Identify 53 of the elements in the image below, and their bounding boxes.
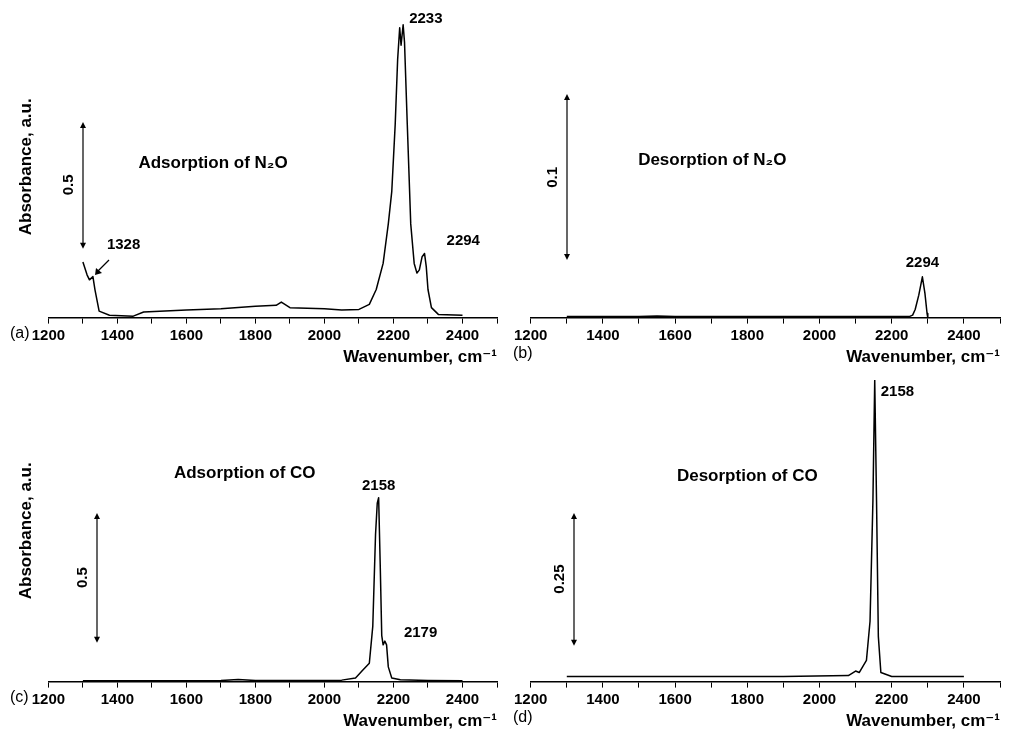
x-tick-label: 1800	[730, 325, 764, 343]
x-tick-label: 1200	[31, 689, 66, 707]
annotation: 2179	[403, 623, 438, 641]
text: 0.1	[542, 166, 560, 188]
annotation: 0.25	[550, 564, 568, 594]
annotation: 1328	[106, 234, 141, 252]
text: (a)	[10, 324, 30, 342]
x-tick-label: 2200	[875, 325, 909, 343]
annotation: 2233	[409, 8, 443, 26]
annotation: 2158	[361, 475, 396, 493]
x-tick-label: 1400	[100, 325, 135, 343]
chart-title: Adsorption of CO	[173, 463, 316, 483]
x-tick-label: 1600	[169, 325, 204, 343]
text: (c)	[10, 688, 29, 706]
annotation: 0.5	[72, 567, 90, 588]
x-tick-label: 1200	[514, 325, 548, 343]
x-tick-label: 1600	[658, 689, 692, 707]
text: (d)	[513, 708, 533, 726]
x-axis-title: Wavenumber, cm⁻¹	[846, 711, 1001, 731]
x-tick-label: 1400	[586, 325, 620, 343]
x-tick-label: 1600	[658, 325, 692, 343]
text: (b)	[513, 344, 533, 362]
x-tick-label: 1800	[730, 689, 764, 707]
x-axis-title: Wavenumber, cm⁻¹	[343, 711, 498, 731]
x-tick-label: 1400	[586, 689, 620, 707]
x-tick-label: 2200	[875, 689, 909, 707]
x-tick-label: 2200	[376, 325, 411, 343]
annotation: 2158	[880, 382, 915, 399]
x-tick-label: 2400	[947, 689, 981, 707]
x-axis-title: Wavenumber, cm⁻¹	[343, 347, 498, 367]
text: Desorption of CO	[676, 466, 818, 486]
x-tick-label: 2400	[947, 325, 981, 343]
x-tick-label: 2000	[802, 325, 837, 343]
annotation: 0.5	[59, 174, 77, 196]
x-tick-label: 2000	[307, 689, 342, 707]
chart-title: Desorption of N₂O	[638, 150, 787, 170]
x-tick-label: 2200	[376, 689, 411, 707]
x-tick-label: 2400	[445, 325, 480, 343]
x-tick-label: 1600	[169, 689, 204, 707]
x-tick-label: 1800	[238, 689, 273, 707]
annotation: 2294	[446, 231, 481, 249]
x-tick-label: 1200	[514, 689, 548, 707]
x-tick-label: 2000	[307, 325, 342, 343]
x-tick-label: 1200	[31, 325, 66, 343]
x-axis-title: Wavenumber, cm⁻¹	[846, 347, 1001, 367]
x-tick-label: 1400	[100, 689, 135, 707]
y-axis-title: Absorbance, a.u.	[15, 98, 35, 236]
y-axis-title: Absorbance, a.u.	[15, 462, 35, 600]
text: Adsorption of N₂O	[138, 153, 288, 173]
annotation: 2294	[905, 252, 940, 270]
x-tick-label: 1800	[238, 325, 273, 343]
x-tick-label: 2400	[445, 689, 480, 707]
x-tick-label: 2000	[802, 689, 837, 707]
